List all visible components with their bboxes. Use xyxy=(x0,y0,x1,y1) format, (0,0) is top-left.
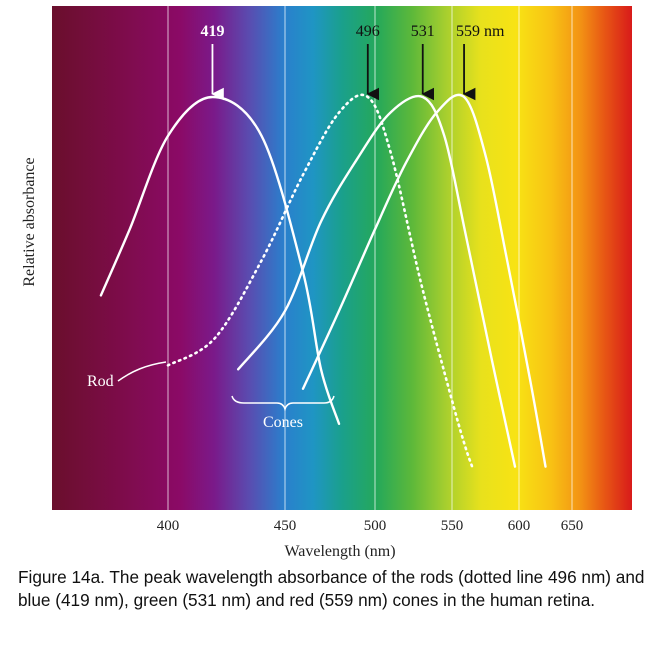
x-tick-label: 600 xyxy=(508,518,531,534)
figure-caption: Figure 14a. The peak wavelength absorban… xyxy=(18,567,645,610)
x-tick-label: 550 xyxy=(441,518,464,534)
peak-label-496: 496 xyxy=(356,23,380,40)
rod-curve xyxy=(166,93,474,468)
y-axis-label: Relative absorbance xyxy=(21,157,38,286)
x-tick-label: 450 xyxy=(274,518,297,534)
cones-label: Cones xyxy=(263,414,303,431)
blue-cone-curve xyxy=(99,95,341,425)
absorbance-curves xyxy=(99,93,547,468)
peak-label-531: 531 xyxy=(411,23,435,40)
x-axis-label: Wavelength (nm) xyxy=(284,543,395,560)
x-axis-ticks: 400 450 500 550 600 650 xyxy=(157,518,584,534)
peak-label-419: 419 xyxy=(200,23,224,40)
rod-label: Rod xyxy=(87,373,114,390)
x-tick-label: 650 xyxy=(561,518,584,534)
absorbance-chart: 419 496 531 559 nm Rod Cones Relative absor… xyxy=(21,6,632,560)
red-cone-curve xyxy=(301,93,547,468)
spectrum-background xyxy=(52,6,632,510)
green-cone-curve xyxy=(237,94,517,468)
x-tick-label: 500 xyxy=(364,518,387,534)
cones-brace xyxy=(231,395,335,412)
rod-leader-line xyxy=(117,361,167,382)
peak-arrows: 419 496 531 559 nm xyxy=(200,23,505,101)
x-tick-label: 400 xyxy=(157,518,180,534)
peak-label-559: 559 nm xyxy=(456,23,505,40)
